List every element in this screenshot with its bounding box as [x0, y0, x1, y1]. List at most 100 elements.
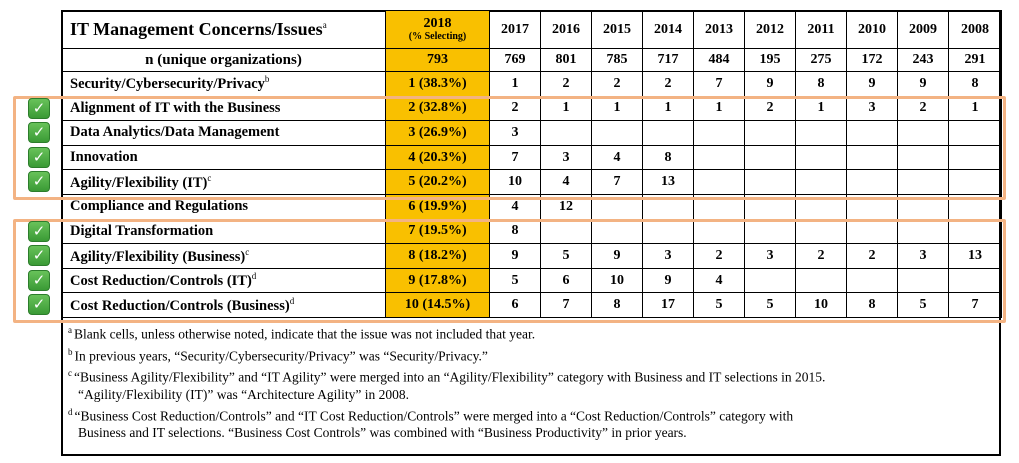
- rank-cell: [744, 120, 796, 146]
- rank-cell: 1: [591, 95, 643, 122]
- header-year-2013: 2013: [693, 10, 745, 49]
- issue-label: Agility/Flexibility (Business)c: [61, 243, 386, 269]
- rank-cell: [846, 169, 898, 195]
- n-value: 484: [693, 48, 745, 72]
- rank-cell: [693, 169, 745, 195]
- issue-label: Alignment of IT with the Business: [61, 95, 386, 122]
- table-row: Alignment of IT with the Business 2 (32.8…: [61, 95, 1002, 122]
- header-year-2012: 2012: [744, 10, 796, 49]
- rank-cell: [846, 193, 898, 220]
- rank-cell: [846, 267, 898, 294]
- rank-2018: 7 (19.5%): [385, 218, 490, 245]
- rank-cell: 2: [846, 243, 898, 269]
- table-title: IT Management Concerns/Issuesa: [61, 10, 386, 49]
- rank-cell: 5: [693, 292, 745, 318]
- rank-cell: [744, 144, 796, 171]
- rank-cell: [744, 218, 796, 245]
- n-2018: 793: [385, 48, 490, 72]
- rank-cell: [897, 169, 949, 195]
- rank-cell: [795, 120, 847, 146]
- rank-cell: 10: [489, 169, 541, 195]
- rank-2018: 3 (26.9%): [385, 120, 490, 146]
- rank-cell: [897, 218, 949, 245]
- table-row: Cost Reduction/Controls (Business)d 10 (1…: [61, 292, 1002, 318]
- n-value: 717: [642, 48, 694, 72]
- rank-cell: 5: [897, 292, 949, 318]
- rank-cell: 1: [795, 95, 847, 122]
- rank-cell: 4: [693, 267, 745, 294]
- header-year-2009: 2009: [897, 10, 949, 49]
- header-2018: 2018 (% Selecting): [385, 10, 490, 49]
- header-year-2016: 2016: [540, 10, 592, 49]
- rank-cell: 12: [540, 193, 592, 220]
- n-value: 275: [795, 48, 847, 72]
- check-icon: ✓: [28, 171, 50, 193]
- header-year-2014: 2014: [642, 10, 694, 49]
- rank-cell: 13: [948, 243, 1002, 269]
- rank-cell: [693, 120, 745, 146]
- table-row: Agility/Flexibility (IT)c 5 (20.2%) 10 4 7 13: [61, 169, 1002, 195]
- rank-cell: 7: [948, 292, 1002, 318]
- rank-cell: [795, 267, 847, 294]
- issue-label: Innovation: [61, 144, 386, 171]
- rank-cell: [693, 193, 745, 220]
- rank-cell: 2: [744, 95, 796, 122]
- rank-2018: 6 (19.9%): [385, 193, 490, 220]
- rank-cell: 5: [744, 292, 796, 318]
- rank-2018: 4 (20.3%): [385, 144, 490, 171]
- rank-cell: 13: [642, 169, 694, 195]
- rank-cell: [795, 193, 847, 220]
- rank-cell: 1: [948, 95, 1002, 122]
- n-label: n (unique organizations): [61, 48, 386, 72]
- footnote-d: d “Business Cost Reduction/Controls” and …: [68, 406, 794, 441]
- rank-cell: [591, 120, 643, 146]
- n-value: 785: [591, 48, 643, 72]
- rank-cell: [642, 218, 694, 245]
- rank-2018: 2 (32.8%): [385, 95, 490, 122]
- rank-2018: 8 (18.2%): [385, 243, 490, 269]
- rank-cell: 9: [489, 243, 541, 269]
- rank-cell: [591, 193, 643, 220]
- rank-cell: [795, 144, 847, 171]
- rank-cell: [948, 169, 1002, 195]
- rank-cell: 4: [591, 144, 643, 171]
- rank-cell: 2: [693, 243, 745, 269]
- rank-2018: 9 (17.8%): [385, 267, 490, 294]
- check-icon: ✓: [28, 269, 50, 291]
- rank-cell: 3: [540, 144, 592, 171]
- rank-cell: [744, 267, 796, 294]
- rank-2018: 1 (38.3%): [385, 71, 490, 97]
- rank-cell: 9: [846, 71, 898, 97]
- rank-cell: 17: [642, 292, 694, 318]
- rank-cell: [693, 144, 745, 171]
- n-row: n (unique organizations) 793 769 801 785 71…: [61, 48, 1002, 72]
- rank-cell: [948, 218, 1002, 245]
- rank-cell: 4: [489, 193, 541, 220]
- rank-cell: 10: [591, 267, 643, 294]
- rank-cell: 9: [897, 71, 949, 97]
- issue-label: Compliance and Regulations: [61, 193, 386, 220]
- rank-cell: 3: [744, 243, 796, 269]
- rank-cell: 7: [540, 292, 592, 318]
- rank-cell: 7: [489, 144, 541, 171]
- rank-cell: 2: [591, 71, 643, 97]
- rank-cell: [744, 193, 796, 220]
- check-icon: ✓: [28, 146, 50, 168]
- table-row: Digital Transformation 7 (19.5%) 8: [61, 218, 1002, 245]
- check-icon: ✓: [28, 220, 50, 242]
- rank-cell: 8: [489, 218, 541, 245]
- rank-cell: 3: [846, 95, 898, 122]
- table-row: Compliance and Regulations 6 (19.9%) 4 12: [61, 193, 1002, 220]
- footnotes: a Blank cells, unless otherwise noted, in…: [68, 322, 993, 442]
- n-value: 243: [897, 48, 949, 72]
- rank-cell: 3: [489, 120, 541, 146]
- rank-cell: 2: [795, 243, 847, 269]
- rank-cell: [948, 120, 1002, 146]
- header-year-2011: 2011: [795, 10, 847, 49]
- rank-cell: 8: [948, 71, 1002, 97]
- rank-cell: [795, 169, 847, 195]
- rank-cell: [591, 218, 643, 245]
- rank-cell: 1: [489, 71, 541, 97]
- rank-cell: [897, 267, 949, 294]
- rank-cell: [948, 267, 1002, 294]
